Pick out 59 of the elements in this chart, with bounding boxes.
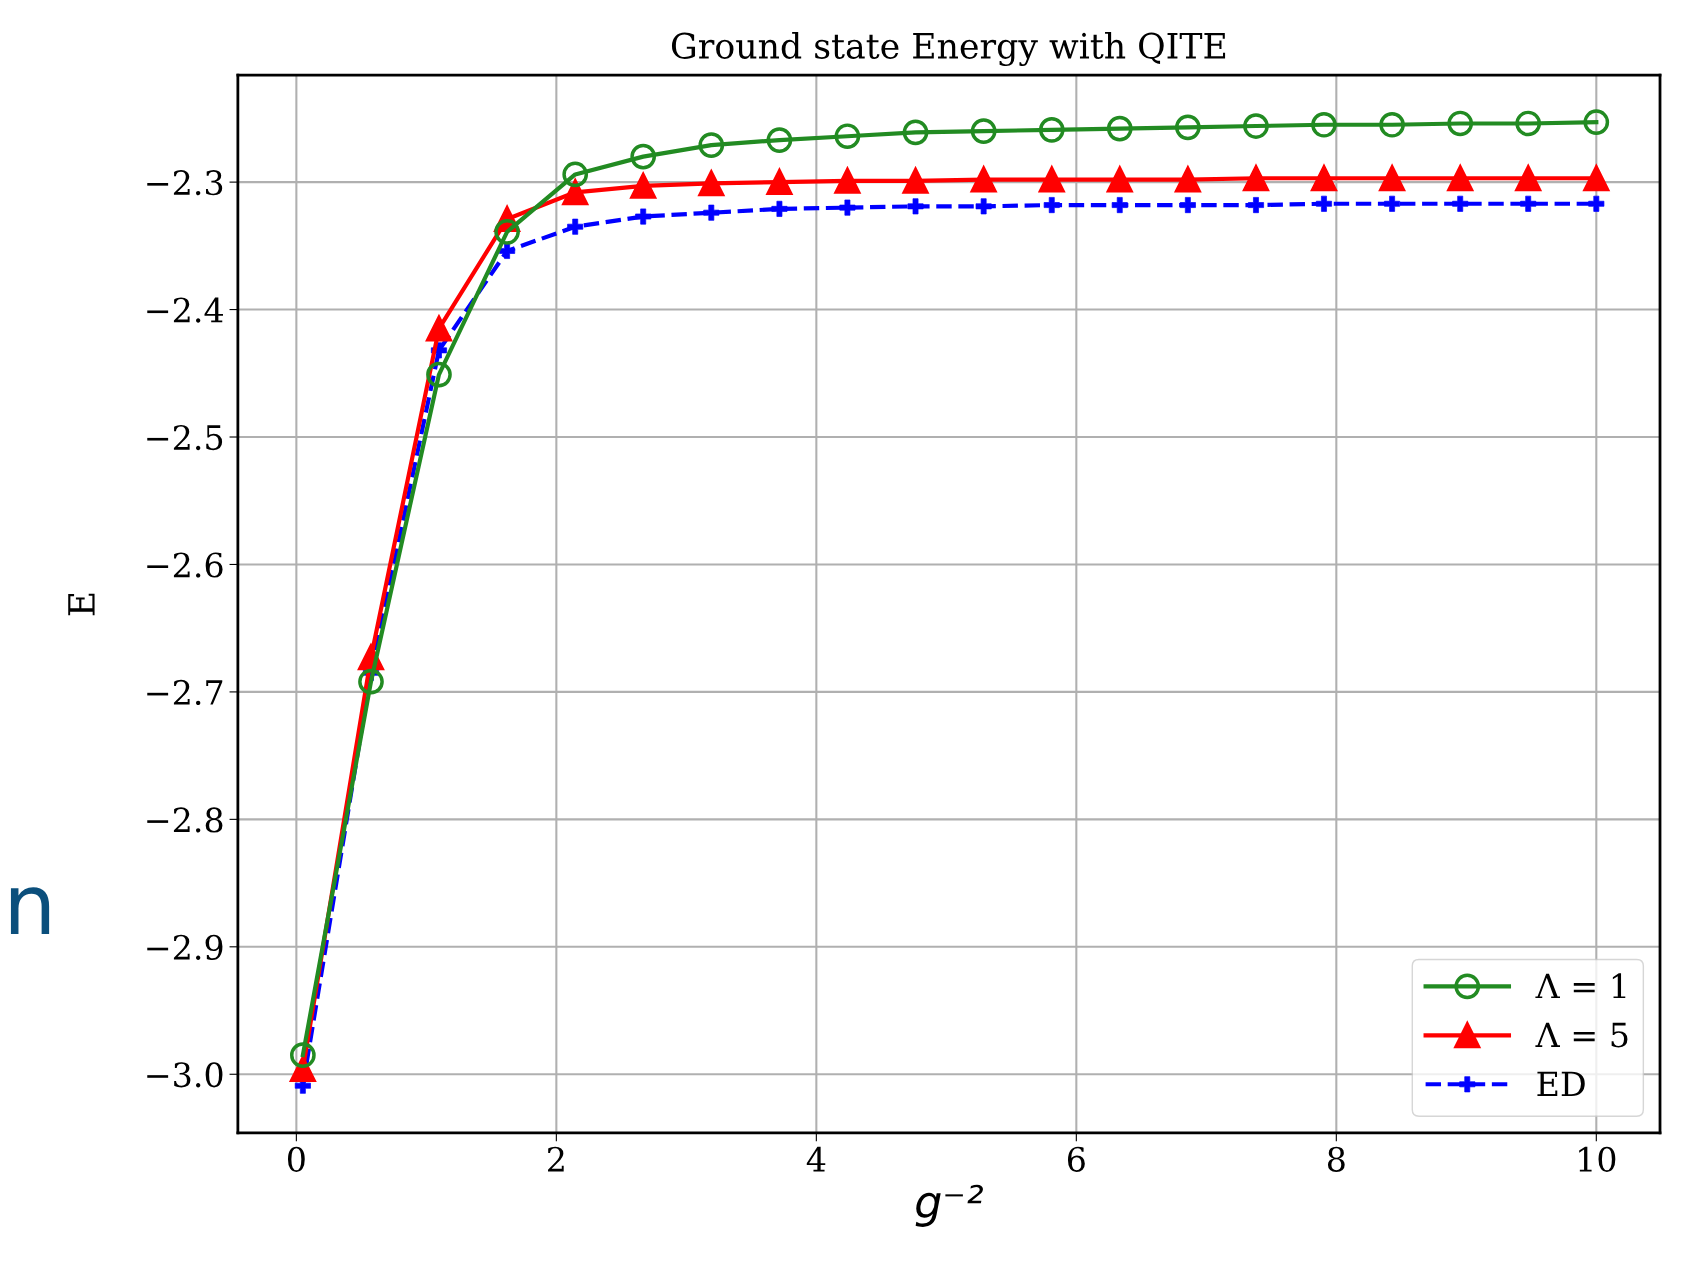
point	[630, 143, 657, 170]
x-tick-label: 6	[1067, 1146, 1085, 1172]
y-tick-label: −2.8	[147, 807, 223, 833]
point	[1379, 111, 1405, 138]
text: n	[10, 887, 50, 934]
point	[1106, 115, 1133, 142]
point	[698, 132, 725, 158]
point	[630, 173, 657, 199]
point	[1315, 195, 1332, 212]
legend-label: Λ = 5	[1535, 1022, 1628, 1048]
legend-label: ED	[1537, 1071, 1585, 1096]
point	[766, 169, 793, 195]
x-tick-label: 2	[548, 1146, 564, 1172]
point	[697, 168, 726, 197]
x-tick-label: 8	[1327, 1146, 1345, 1172]
y-tick-label: −2.3	[147, 170, 223, 196]
point	[1311, 111, 1337, 138]
x-tick-label: 4	[806, 1146, 826, 1172]
point	[562, 161, 589, 188]
point	[1106, 164, 1134, 193]
point	[1175, 114, 1201, 141]
point	[425, 313, 453, 342]
point	[969, 164, 998, 193]
chart-title: Ground state Energy with QITE	[671, 32, 1226, 67]
point	[358, 668, 384, 695]
y-tick-label: −2.6	[147, 552, 223, 578]
point	[1583, 165, 1610, 192]
point	[1515, 110, 1542, 137]
point	[1311, 165, 1337, 192]
point	[1243, 165, 1269, 192]
point	[1038, 117, 1065, 143]
y-tick-label: −2.9	[147, 934, 223, 960]
point	[834, 167, 861, 194]
y-axis-title: E	[68, 593, 95, 616]
point	[1038, 164, 1066, 193]
point	[1379, 165, 1405, 192]
point	[902, 167, 929, 194]
legend-label: Λ = 1	[1535, 973, 1626, 999]
point	[1515, 165, 1542, 192]
point	[1243, 113, 1269, 139]
point	[1447, 165, 1474, 192]
x-axis-title: g⁻²	[915, 1184, 983, 1227]
point	[902, 119, 929, 146]
y-tick-label: −3.0	[147, 1062, 223, 1088]
point	[426, 361, 452, 388]
point	[290, 1042, 316, 1068]
x-tick-label: 0	[287, 1146, 305, 1172]
point	[562, 179, 589, 206]
point	[1583, 109, 1610, 136]
x-tick-label: 10	[1579, 1146, 1616, 1172]
y-tick-label: −2.5	[147, 424, 223, 451]
point	[766, 127, 793, 153]
point	[970, 118, 997, 144]
point	[494, 218, 520, 245]
y-tick-label: −2.4	[147, 297, 223, 323]
y-tick-label: −2.7	[147, 679, 223, 706]
point	[1174, 164, 1202, 193]
point	[834, 123, 861, 150]
point	[1447, 110, 1474, 137]
